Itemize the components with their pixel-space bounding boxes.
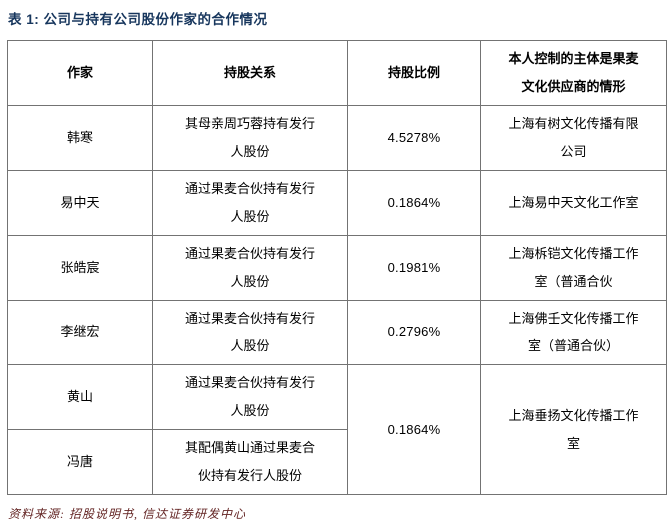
- cell-entity-merged: 上海垂扬文化传播工作室: [480, 364, 667, 496]
- cell-ratio: 0.1864%: [347, 169, 481, 236]
- cell-relation-text: 其配偶黄山通过果麦合伙持有发行人股份: [184, 440, 315, 484]
- col-header-entity: 本人控制的主体是果麦文化供应商的情形: [480, 40, 667, 106]
- cell-entity-text: 上海有树文化传播有限公司: [508, 115, 639, 159]
- cell-ratio-merged: 0.1864%: [347, 364, 481, 496]
- cell-relation-text: 通过果麦合伙持有发行人股份: [184, 245, 315, 289]
- cell-author: 易中天: [7, 169, 153, 236]
- cell-entity-text: 上海柝铠文化传播工作室（普通合伙: [508, 245, 639, 289]
- cell-ratio: 0.1981%: [347, 234, 481, 301]
- cell-author: 韩寒: [7, 104, 153, 171]
- col-header-author: 作家: [7, 40, 153, 106]
- cell-relation: 通过果麦合伙持有发行人股份: [152, 169, 348, 236]
- cell-relation: 通过果麦合伙持有发行人股份: [152, 364, 348, 431]
- table-header-row: 作家 持股关系 持股比例 本人控制的主体是果麦文化供应商的情形: [7, 40, 667, 106]
- table-row: 黄山 通过果麦合伙持有发行人股份 0.1864% 上海垂扬文化传播工作室: [7, 364, 667, 496]
- cell-relation-text: 通过果麦合伙持有发行人股份: [184, 180, 315, 224]
- table-title: 表 1: 公司与持有公司股份作家的合作情况: [8, 12, 268, 27]
- shareholding-table: 作家 持股关系 持股比例 本人控制的主体是果麦文化供应商的情形 韩寒 其母亲周巧…: [7, 40, 667, 496]
- col-header-relation: 持股关系: [152, 40, 348, 106]
- cell-entity: 上海有树文化传播有限公司: [480, 104, 667, 171]
- cell-relation-text: 其母亲周巧蓉持有发行人股份: [184, 115, 315, 159]
- cell-author: 冯唐: [7, 429, 153, 496]
- cell-entity: 上海佛壬文化传播工作室（普通合伙）: [480, 299, 667, 366]
- cell-relation-text: 通过果麦合伙持有发行人股份: [184, 310, 315, 354]
- cell-relation: 通过果麦合伙持有发行人股份: [152, 299, 348, 366]
- source-note: 资料来源: 招股说明书, 信达证券研发中心: [8, 507, 246, 521]
- cell-relation: 通过果麦合伙持有发行人股份: [152, 234, 348, 301]
- col-header-entity-text: 本人控制的主体是果麦文化供应商的情形: [508, 51, 639, 94]
- table-row: 韩寒 其母亲周巧蓉持有发行人股份 4.5278% 上海有树文化传播有限公司: [7, 104, 667, 171]
- cell-entity: 上海易中天文化工作室: [480, 169, 667, 236]
- cell-entity: 上海柝铠文化传播工作室（普通合伙: [480, 234, 667, 301]
- table-row: 李继宏 通过果麦合伙持有发行人股份 0.2796% 上海佛壬文化传播工作室（普通…: [7, 299, 667, 366]
- cell-ratio: 4.5278%: [347, 104, 481, 171]
- cell-author: 黄山: [7, 364, 153, 431]
- cell-entity-text: 上海易中天文化工作室: [508, 194, 639, 210]
- table-row: 易中天 通过果麦合伙持有发行人股份 0.1864% 上海易中天文化工作室: [7, 169, 667, 236]
- cell-author: 李继宏: [7, 299, 153, 366]
- table-row: 冯唐 其配偶黄山通过果麦合伙持有发行人股份: [7, 429, 667, 496]
- cell-relation: 其配偶黄山通过果麦合伙持有发行人股份: [152, 429, 348, 496]
- table-row: 张皓宸 通过果麦合伙持有发行人股份 0.1981% 上海柝铠文化传播工作室（普通…: [7, 234, 667, 301]
- cell-relation: 其母亲周巧蓉持有发行人股份: [152, 104, 348, 171]
- cell-ratio: 0.2796%: [347, 299, 481, 366]
- cell-author: 张皓宸: [7, 234, 153, 301]
- cell-entity-text: 上海佛壬文化传播工作室（普通合伙）: [508, 310, 639, 354]
- col-header-ratio: 持股比例: [347, 40, 481, 106]
- cell-entity-text: 上海垂扬文化传播工作室: [508, 407, 639, 451]
- cell-relation-text: 通过果麦合伙持有发行人股份: [184, 375, 315, 419]
